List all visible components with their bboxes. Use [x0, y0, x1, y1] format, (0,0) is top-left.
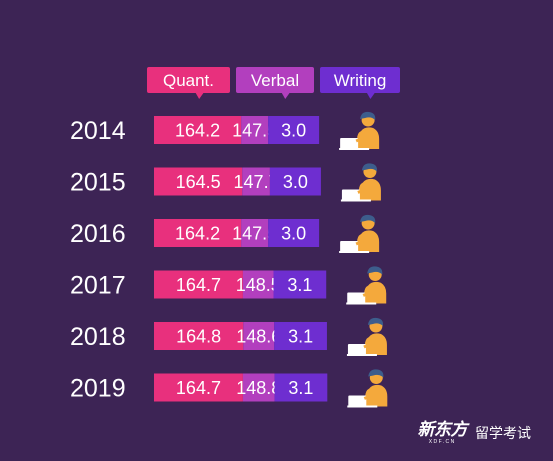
brand-name: 留学考试 — [475, 426, 531, 442]
legend-swatch — [236, 67, 314, 93]
bar-segment — [154, 322, 244, 350]
bar-segment — [268, 219, 320, 247]
icon-laptop-base — [347, 405, 378, 408]
icon-arm — [363, 394, 372, 400]
legend-pointer — [366, 92, 376, 99]
bar-value-label: 3.1 — [288, 327, 313, 347]
icon-arm — [355, 136, 364, 143]
brand: 新东方 XDF.CN 留学考试 — [418, 421, 532, 445]
icon-laptop-base — [339, 148, 370, 150]
icon-laptop-base — [346, 354, 377, 356]
icon-hair — [360, 111, 376, 120]
person-at-laptop-icon — [346, 317, 387, 356]
bar-value-label: 148.6 — [236, 327, 281, 347]
bar-segment — [154, 270, 243, 299]
bar-value-label: 148.8 — [236, 378, 281, 398]
year-label: 2014 — [70, 117, 126, 145]
person-at-laptop-icon — [339, 111, 380, 150]
bar-segment — [241, 116, 269, 144]
person-at-laptop-icon — [347, 369, 388, 408]
brand-logo-sub: XDF.CN — [428, 439, 456, 445]
icon-body — [358, 178, 381, 201]
icon-hair — [361, 163, 378, 172]
legend-item: Quant. — [147, 67, 230, 99]
year-label: 2016 — [70, 220, 126, 248]
icon-arm — [362, 291, 371, 297]
icon-laptop-base — [339, 251, 370, 253]
icon-hair — [360, 214, 376, 223]
person-at-laptop-icon — [340, 163, 381, 202]
bar-value-label: 3.1 — [288, 378, 313, 398]
bar-segment — [154, 373, 243, 402]
icon-laptop-screen — [347, 344, 366, 355]
bar-value-label: 147.7 — [234, 172, 279, 192]
icon-arm — [363, 342, 372, 349]
bar-segment — [242, 270, 274, 299]
icon-body — [357, 230, 380, 252]
bar-value-label: 164.7 — [176, 275, 221, 295]
legend-pointer — [281, 92, 291, 99]
year-label: 2018 — [70, 323, 126, 351]
year-label: 2015 — [70, 169, 126, 197]
year-label: 2019 — [70, 375, 126, 403]
bar-value-label: 147.5 — [232, 224, 277, 244]
bar-value-label: 148.5 — [236, 275, 281, 295]
bar-segment — [274, 373, 328, 402]
icon-body — [357, 127, 380, 149]
bar-value-label: 3.0 — [283, 172, 308, 192]
bar-value-label: 164.2 — [175, 224, 220, 244]
legend-label: Verbal — [251, 71, 299, 90]
legend-swatch — [320, 67, 400, 93]
icon-body — [364, 333, 387, 355]
icon-hair — [368, 369, 384, 378]
bar-segment — [274, 322, 327, 350]
legend-swatch — [147, 67, 230, 93]
bar-segment — [273, 270, 327, 299]
bar-value-label: 164.8 — [176, 327, 221, 347]
brand-logo-text: 新东方 — [417, 420, 468, 439]
person-at-laptop-icon — [346, 266, 387, 305]
icon-laptop-screen — [341, 189, 360, 201]
bar-segment — [241, 219, 269, 247]
person-at-laptop-icon — [339, 214, 380, 253]
bar-segment — [154, 167, 243, 196]
icon-body — [365, 384, 388, 407]
bar-value-label: 3.0 — [281, 121, 306, 141]
bar-segment — [154, 219, 242, 247]
icon-laptop-screen — [340, 138, 359, 149]
legend-pointer — [195, 92, 205, 99]
icon-laptop-base — [346, 302, 377, 305]
bar-segment — [242, 167, 270, 196]
legend-item: Verbal — [236, 67, 314, 99]
icon-laptop-screen — [340, 241, 359, 252]
icon-hair — [367, 317, 384, 326]
bar-value-label: 164.2 — [175, 121, 220, 141]
bar-segment — [154, 116, 242, 144]
bar-segment — [242, 373, 275, 402]
bar-value-label: 164.5 — [176, 172, 221, 192]
bar-segment — [269, 167, 321, 196]
bar-value-label: 147.5 — [232, 121, 277, 141]
icon-laptop-screen — [347, 292, 366, 304]
year-label: 2017 — [70, 272, 126, 300]
bar-value-label: 3.0 — [281, 224, 306, 244]
icon-laptop-base — [340, 199, 371, 202]
brand-logo: 新东方 XDF.CN — [418, 421, 468, 445]
bar-segment — [268, 116, 320, 144]
bar-value-label: 3.1 — [287, 275, 312, 295]
legend-label: Writing — [334, 71, 387, 90]
bar-value-label: 164.7 — [176, 378, 221, 398]
legend-item: Writing — [320, 67, 400, 99]
icon-laptop-screen — [348, 395, 367, 407]
legend-label: Quant. — [163, 71, 214, 90]
icon-arm — [357, 188, 366, 194]
bar-segment — [243, 322, 275, 350]
icon-body — [364, 281, 387, 304]
icon-hair — [367, 266, 383, 275]
icon-arm — [355, 239, 364, 246]
